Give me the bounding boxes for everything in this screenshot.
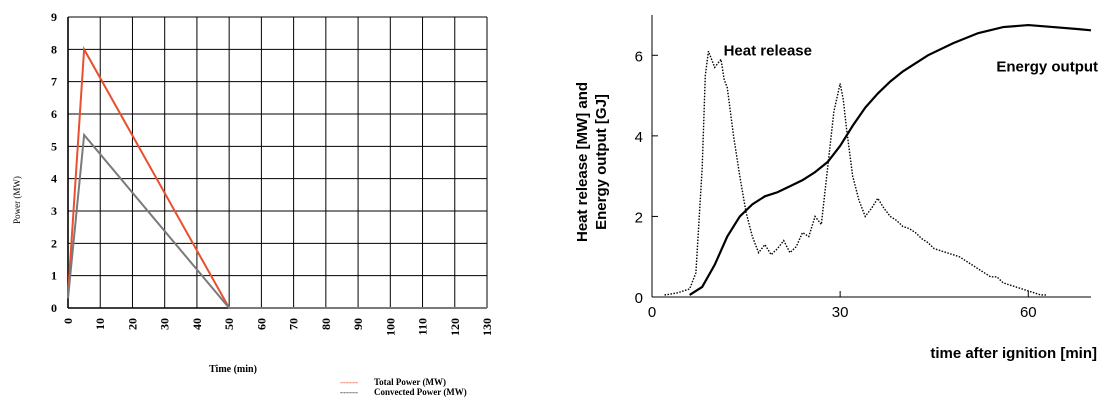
heat-chart-y-tick-label: 4 <box>635 129 643 146</box>
power-chart: 0 1 2 3 4 5 6 7 8 9 0 10 20 30 40 50 60 70 80 90 100 110 120 1… <box>12 10 494 397</box>
heat-chart-y-tick-label: 6 <box>635 48 643 65</box>
heat-chart-y-axis-label-line1: Heat release [MW] and <box>574 82 591 242</box>
power-chart-y-tick-label: 5 <box>51 139 57 153</box>
power-chart-x-tick-label: 30 <box>158 318 172 330</box>
power-chart-x-tick-label: 70 <box>287 318 301 330</box>
heat-chart-y-tick-label: 2 <box>635 209 643 226</box>
heat-chart-axes <box>651 15 1091 298</box>
power-chart-x-tick-label: 10 <box>93 318 107 330</box>
power-chart-y-tick-label: 1 <box>51 269 57 283</box>
heat-chart-annotation: Heat release <box>724 42 812 59</box>
power-chart-y-tick-label: 4 <box>51 172 57 186</box>
legend-marker: ------ <box>340 377 358 387</box>
heat-release-line <box>664 51 1048 296</box>
power-chart-y-tick-label: 9 <box>51 10 57 24</box>
heat-chart-annotation: Energy output <box>996 58 1098 75</box>
power-chart-x-tick-label: 40 <box>190 318 204 330</box>
power-chart-x-tick-label: 50 <box>222 318 236 330</box>
heat-chart-y-ticks: 0 2 4 6 <box>635 48 658 307</box>
power-chart-x-tick-label: 60 <box>254 318 268 330</box>
heat-chart-y-tick-label: 0 <box>635 290 643 307</box>
power-chart-y-ticks: 0 1 2 3 4 5 6 7 8 9 <box>51 10 57 315</box>
power-chart-legend: ------ Total Power (MW) ------ Convected Po… <box>340 377 467 397</box>
power-chart-y-tick-label: 2 <box>51 236 57 250</box>
convected-power-line <box>67 132 487 309</box>
power-chart-y-axis-label: Power (MW) <box>12 176 22 224</box>
heat-chart-x-axis-label: time after ignition [min] <box>930 345 1097 362</box>
power-chart-y-tick-label: 6 <box>51 107 57 121</box>
power-chart-x-tick-label: 100 <box>383 318 397 336</box>
heat-release-chart: 0 2 4 6 0 30 60 Heat release [MW] and Energy … <box>574 15 1098 362</box>
power-chart-x-axis-label: Time (min) <box>209 364 257 375</box>
power-chart-x-tick-label: 120 <box>448 318 462 336</box>
heat-chart-series <box>664 23 1092 296</box>
power-chart-y-tick-label: 0 <box>51 301 57 315</box>
power-chart-grid <box>67 16 488 309</box>
power-chart-x-tick-label: 0 <box>61 318 75 324</box>
power-chart-x-tick-label: 20 <box>125 318 139 330</box>
power-chart-y-tick-label: 8 <box>51 42 57 56</box>
heat-chart-x-tick-label: 0 <box>648 304 656 321</box>
heat-chart-annotations: Heat release Energy output <box>724 42 1098 75</box>
power-chart-y-tick-label: 7 <box>51 75 57 89</box>
heat-chart-x-tick-label: 30 <box>832 304 849 321</box>
power-chart-x-tick-label: 130 <box>480 318 494 336</box>
legend-marker: ------ <box>340 387 358 397</box>
legend-label: Convected Power (MW) <box>374 387 467 397</box>
power-chart-x-tick-label: 110 <box>416 318 430 335</box>
power-chart-x-ticks: 0 10 20 30 40 50 60 70 80 90 100 110 120 130 <box>61 318 494 336</box>
heat-chart-y-axis-label-line2: Energy output [GJ] <box>593 94 610 230</box>
power-chart-y-tick-label: 3 <box>51 204 57 218</box>
heat-chart-x-tick-label: 60 <box>1020 304 1037 321</box>
power-chart-series <box>67 45 487 309</box>
energy-output-line <box>689 23 1092 296</box>
power-chart-x-tick-label: 80 <box>319 318 333 330</box>
legend-label: Total Power (MW) <box>374 377 446 387</box>
power-chart-x-tick-label: 90 <box>351 318 365 330</box>
heat-chart-x-ticks: 0 30 60 <box>648 291 1037 321</box>
